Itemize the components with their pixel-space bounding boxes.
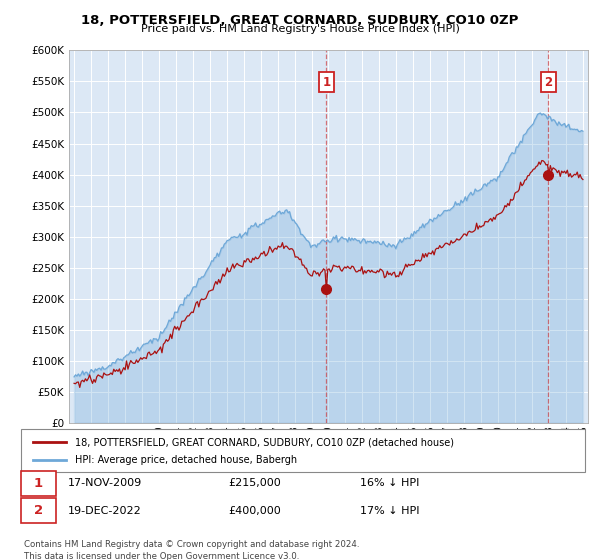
- Text: 2: 2: [544, 76, 553, 88]
- Text: 17-NOV-2009: 17-NOV-2009: [68, 478, 142, 488]
- Text: HPI: Average price, detached house, Babergh: HPI: Average price, detached house, Babe…: [75, 455, 297, 465]
- Text: £215,000: £215,000: [228, 478, 281, 488]
- Text: Contains HM Land Registry data © Crown copyright and database right 2024.
This d: Contains HM Land Registry data © Crown c…: [24, 540, 359, 560]
- Text: 2: 2: [34, 504, 43, 517]
- FancyBboxPatch shape: [21, 471, 56, 496]
- Text: Price paid vs. HM Land Registry's House Price Index (HPI): Price paid vs. HM Land Registry's House …: [140, 24, 460, 34]
- Text: 1: 1: [34, 477, 43, 489]
- Text: 19-DEC-2022: 19-DEC-2022: [68, 506, 142, 516]
- Text: £400,000: £400,000: [228, 506, 281, 516]
- Text: 17% ↓ HPI: 17% ↓ HPI: [360, 506, 419, 516]
- FancyBboxPatch shape: [21, 498, 56, 523]
- Text: 1: 1: [322, 76, 331, 88]
- FancyBboxPatch shape: [21, 429, 585, 472]
- Text: 18, POTTERSFIELD, GREAT CORNARD, SUDBURY, CO10 0ZP: 18, POTTERSFIELD, GREAT CORNARD, SUDBURY…: [82, 14, 518, 27]
- Text: 16% ↓ HPI: 16% ↓ HPI: [360, 478, 419, 488]
- Text: 18, POTTERSFIELD, GREAT CORNARD, SUDBURY, CO10 0ZP (detached house): 18, POTTERSFIELD, GREAT CORNARD, SUDBURY…: [75, 437, 454, 447]
